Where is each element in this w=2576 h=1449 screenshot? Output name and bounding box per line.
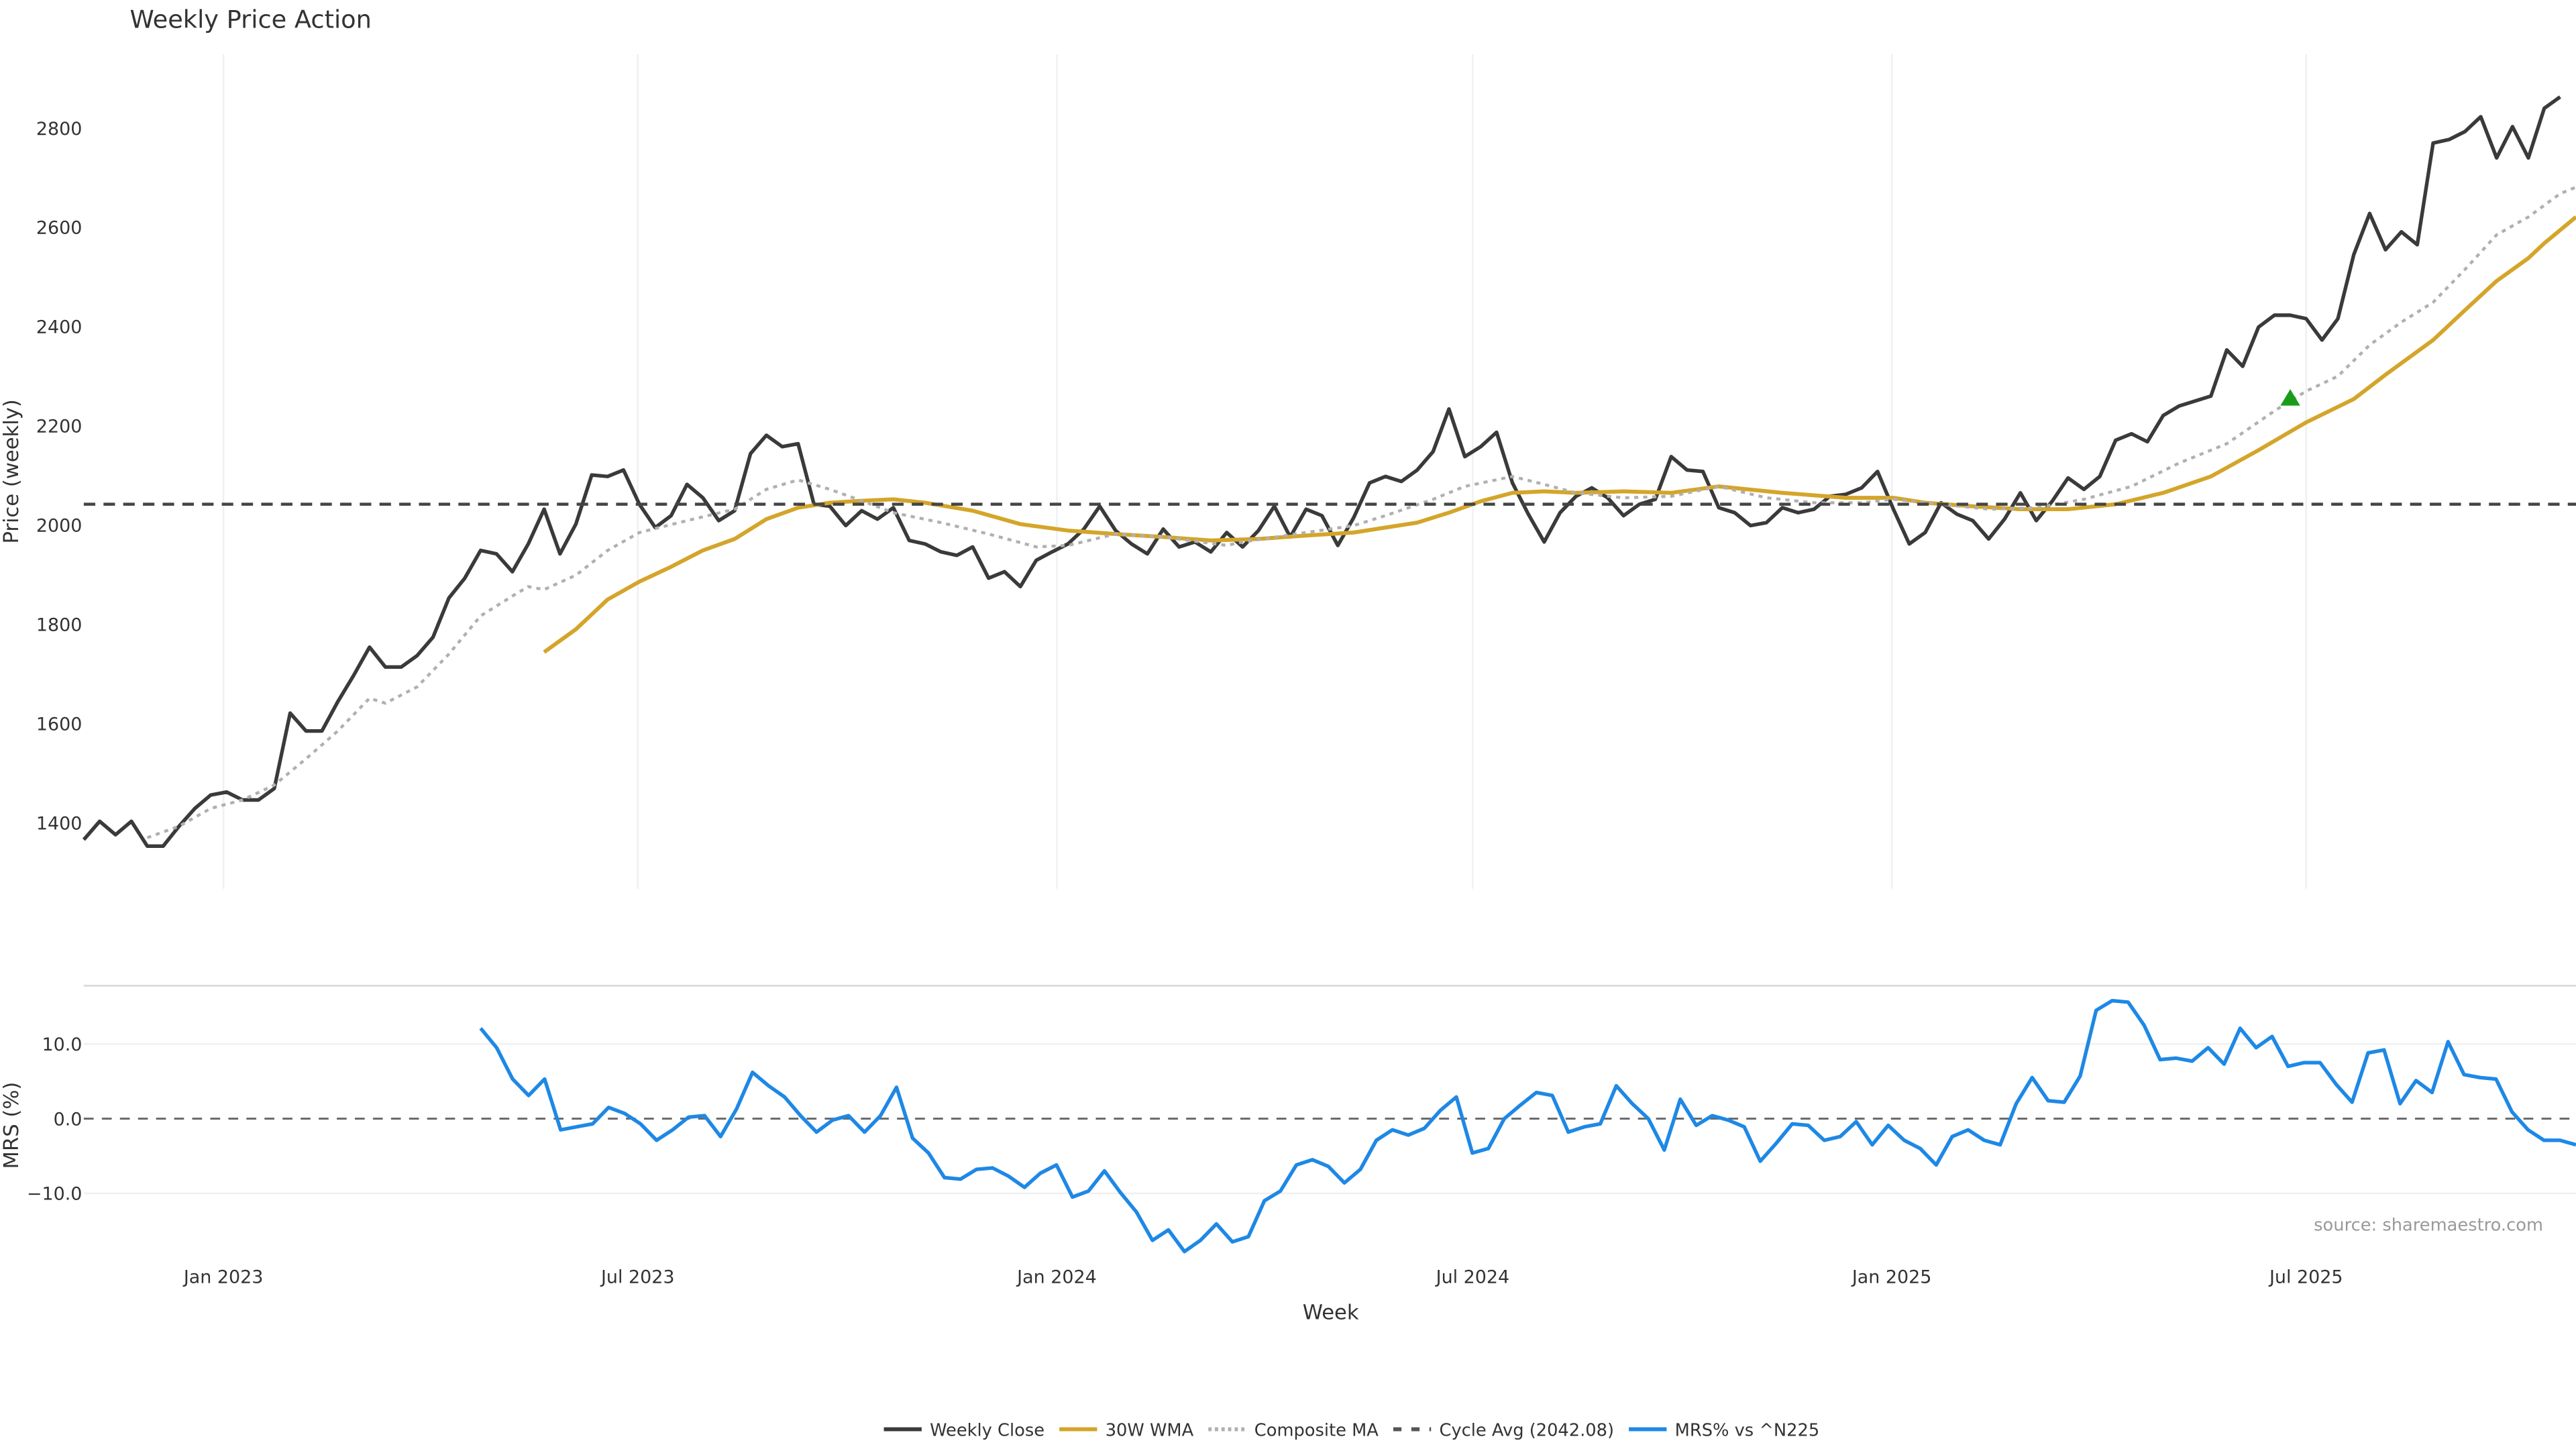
price-grid <box>222 54 2307 889</box>
legend-label: 30W WMA <box>1106 1420 1194 1440</box>
mrs-y-tick-label: 10.0 <box>42 1034 82 1055</box>
legend-item: Composite MA <box>1208 1420 1379 1440</box>
chart-title: Weekly Price Action <box>129 5 371 34</box>
price-y-tick-label: 2200 <box>36 417 83 437</box>
mrs-grid <box>83 1042 2576 1195</box>
price-y-tick-label: 2600 <box>36 218 83 239</box>
legend-item: MRS% vs ^N225 <box>1629 1420 1819 1440</box>
source-note: source: sharemaestro.com <box>2314 1215 2543 1235</box>
legend: Weekly Close 30W WMA Composite MA Cycle Avg… <box>883 1420 1819 1440</box>
x-ticks: Jan 2023 Jul 2023 Jan 2024 Jul 2024 Jan 2025… <box>182 1267 2343 1288</box>
mrs-y-tick-label: 0.0 <box>54 1109 83 1130</box>
weekly-close-line <box>82 95 2561 848</box>
x-tick-label: Jan 2023 <box>182 1267 264 1288</box>
signal-triangle-marker <box>2280 389 2300 406</box>
30w-wma-line <box>543 215 2576 654</box>
price-y-tick-label: 1400 <box>36 813 83 834</box>
mrs-line <box>479 998 2576 1254</box>
price-y-axis-label: Price (weekly) <box>0 399 23 543</box>
x-tick-label: Jan 2024 <box>1016 1267 1097 1288</box>
price-y-tick-label: 2000 <box>36 516 83 537</box>
legend-item: Weekly Close <box>883 1420 1044 1440</box>
legend-label: Cycle Avg (2042.08) <box>1440 1420 1615 1440</box>
mrs-series <box>479 998 2576 1254</box>
price-series <box>82 95 2576 848</box>
legend-item: 30W WMA <box>1059 1420 1194 1440</box>
composite-ma-line <box>146 185 2576 839</box>
mrs-y-ticks: 10.0 0.0 −10.0 <box>27 1034 83 1205</box>
x-tick-label: Jul 2024 <box>1435 1267 1510 1288</box>
price-y-tick-label: 2800 <box>36 119 83 140</box>
x-tick-label: Jan 2025 <box>1851 1267 1932 1288</box>
legend-label: MRS% vs ^N225 <box>1675 1420 1820 1440</box>
price-y-ticks: 1400 1600 1800 2000 2200 2400 2600 2800 <box>36 119 83 835</box>
x-axis-label: Week <box>1303 1301 1359 1325</box>
price-y-tick-label: 2400 <box>36 317 83 338</box>
mrs-y-tick-label: −10.0 <box>27 1184 83 1205</box>
legend-item: Cycle Avg (2042.08) <box>1393 1420 1614 1440</box>
x-tick-label: Jul 2023 <box>600 1267 675 1288</box>
price-y-tick-label: 1600 <box>36 714 83 735</box>
price-y-tick-label: 1800 <box>36 614 83 635</box>
legend-label: Composite MA <box>1254 1420 1379 1440</box>
legend-label: Weekly Close <box>930 1420 1044 1440</box>
x-tick-label: Jul 2025 <box>2268 1267 2343 1288</box>
mrs-y-axis-label: MRS (%) <box>0 1082 23 1169</box>
